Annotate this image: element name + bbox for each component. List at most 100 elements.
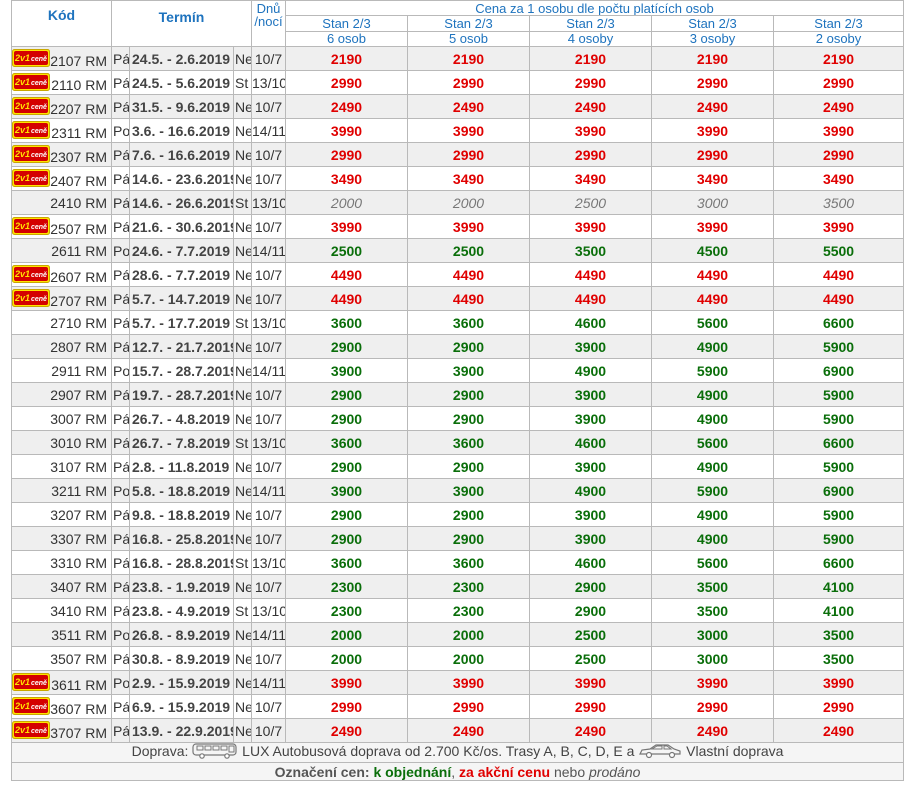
row-price-2-osoby[interactable]: 6600 [772,430,905,455]
row-price-4-osoby[interactable]: 2190 [529,46,652,71]
row-price-6-osob[interactable]: 3990 [285,214,408,239]
row-price-4-osoby[interactable]: 2900 [529,574,652,599]
row-price-6-osob[interactable]: 2300 [285,598,408,623]
row-price-3-osoby[interactable]: 4490 [651,262,774,287]
row-price-4-osoby[interactable]: 3990 [529,118,652,143]
row-price-4-osoby[interactable]: 3900 [529,502,652,527]
row-price-3-osoby[interactable]: 4900 [651,502,774,527]
row-price-2-osoby[interactable]: 2990 [772,70,905,95]
row-price-4-osoby[interactable]: 2490 [529,94,652,119]
row-price-2-osoby[interactable]: 6600 [772,310,905,335]
row-price-3-osoby[interactable]: 2990 [651,70,774,95]
row-price-2-osoby[interactable]: 2190 [772,46,905,71]
table-row[interactable]: 2v1 ceně 2507 RM Pá 21.6. - 30.6.2019 Ne 10/7 3… [11,214,905,239]
row-price-6-osob[interactable]: 3600 [285,430,408,455]
row-price-2-osoby[interactable]: 3990 [772,214,905,239]
table-row[interactable]: 3307 RM Pá 16.8. - 25.8.2019 Ne 10/7 2900 2900… [11,526,905,551]
row-price-3-osoby[interactable]: 5600 [651,310,774,335]
table-row[interactable]: 2410 RM Pá 14.6. - 26.6.2019 St 13/10 2000 200… [11,190,905,215]
row-price-6-osob[interactable]: 2000 [285,622,408,647]
row-price-5-osob[interactable]: 3900 [407,358,530,383]
table-row[interactable]: 3511 RM Po 26.8. - 8.9.2019 Ne 14/11 2000 2000… [11,622,905,647]
row-price-6-osob[interactable]: 2900 [285,406,408,431]
row-price-5-osob[interactable]: 3600 [407,550,530,575]
row-price-5-osob[interactable]: 2490 [407,718,530,743]
row-price-2-osoby[interactable]: 4100 [772,598,905,623]
row-price-3-osoby[interactable]: 4900 [651,382,774,407]
row-price-6-osob[interactable]: 2900 [285,334,408,359]
row-price-5-osob[interactable]: 2900 [407,334,530,359]
row-price-6-osob[interactable]: 4490 [285,262,408,287]
row-price-4-osoby[interactable]: 4900 [529,358,652,383]
row-price-2-osoby[interactable]: 5900 [772,382,905,407]
row-price-3-osoby[interactable]: 2490 [651,94,774,119]
row-price-3-osoby[interactable]: 4900 [651,406,774,431]
row-price-3-osoby[interactable]: 3990 [651,214,774,239]
row-price-5-osob[interactable]: 2900 [407,406,530,431]
row-price-2-osoby[interactable]: 5900 [772,406,905,431]
row-price-2-osoby[interactable]: 3490 [772,166,905,191]
row-price-5-osob[interactable]: 2000 [407,646,530,671]
table-row[interactable]: 2v1 ceně 2307 RM Pá 7.6. - 16.6.2019 Ne 10/7 29… [11,142,905,167]
row-price-5-osob[interactable]: 2500 [407,238,530,263]
row-price-4-osoby[interactable]: 3990 [529,670,652,695]
row-price-3-osoby[interactable]: 3500 [651,574,774,599]
row-price-5-osob[interactable]: 3490 [407,166,530,191]
row-price-4-osoby[interactable]: 3900 [529,406,652,431]
row-price-5-osob[interactable]: 2900 [407,382,530,407]
row-price-6-osob[interactable]: 2990 [285,694,408,719]
row-price-2-osoby[interactable]: 5500 [772,238,905,263]
table-row[interactable]: 3410 RM Pá 23.8. - 4.9.2019 St 13/10 2300 2300… [11,598,905,623]
row-price-4-osoby[interactable]: 2500 [529,646,652,671]
row-price-6-osob[interactable]: 3600 [285,310,408,335]
row-price-3-osoby[interactable]: 4900 [651,334,774,359]
row-price-5-osob[interactable]: 2300 [407,574,530,599]
table-row[interactable]: 3211 RM Po 5.8. - 18.8.2019 Ne 14/11 3900 3900… [11,478,905,503]
table-row[interactable]: 3407 RM Pá 23.8. - 1.9.2019 Ne 10/7 2300 2300 2… [11,574,905,599]
row-price-5-osob[interactable]: 3990 [407,118,530,143]
row-price-6-osob[interactable]: 3900 [285,358,408,383]
row-price-5-osob[interactable]: 4490 [407,286,530,311]
row-price-2-osoby[interactable]: 3500 [772,646,905,671]
table-row[interactable]: 3010 RM Pá 26.7. - 7.8.2019 St 13/10 3600 3600… [11,430,905,455]
row-price-2-osoby[interactable]: 5900 [772,334,905,359]
row-price-4-osoby[interactable]: 2990 [529,70,652,95]
row-price-2-osoby[interactable]: 6900 [772,478,905,503]
table-row[interactable]: 2v1 ceně 3611 RM Po 2.9. - 15.9.2019 Ne 14/11 3… [11,670,905,695]
row-price-4-osoby[interactable]: 4600 [529,430,652,455]
row-price-3-osoby[interactable]: 3500 [651,598,774,623]
row-price-2-osoby[interactable]: 6900 [772,358,905,383]
row-price-4-osoby[interactable]: 3990 [529,214,652,239]
row-price-6-osob[interactable]: 3900 [285,478,408,503]
row-price-3-osoby[interactable]: 3990 [651,670,774,695]
row-price-5-osob[interactable]: 2000 [407,622,530,647]
row-price-4-osoby[interactable]: 4490 [529,286,652,311]
row-price-4-osoby[interactable]: 2500 [529,622,652,647]
row-price-4-osoby[interactable]: 3900 [529,454,652,479]
row-price-4-osoby[interactable]: 3900 [529,382,652,407]
table-row[interactable]: 2v1 ceně 2407 RM Pá 14.6. - 23.6.2019 Ne 10/7 3… [11,166,905,191]
row-price-5-osob[interactable]: 2300 [407,598,530,623]
row-price-2-osoby[interactable]: 5900 [772,526,905,551]
row-price-6-osob[interactable]: 3490 [285,166,408,191]
row-price-6-osob[interactable]: 2900 [285,454,408,479]
row-price-4-osoby[interactable]: 2990 [529,142,652,167]
row-price-6-osob[interactable]: 2000 [285,646,408,671]
table-row[interactable]: 2807 RM Pá 12.7. - 21.7.2019 Ne 10/7 2900 2900… [11,334,905,359]
row-price-5-osob[interactable]: 3600 [407,310,530,335]
table-row[interactable]: 2v1 ceně 3607 RM Pá 6.9. - 15.9.2019 Ne 10/7 29… [11,694,905,719]
table-row[interactable]: 3507 RM Pá 30.8. - 8.9.2019 Ne 10/7 2000 2000 2… [11,646,905,671]
row-price-3-osoby[interactable]: 2990 [651,694,774,719]
row-price-4-osoby[interactable]: 2990 [529,694,652,719]
row-price-6-osob[interactable]: 3600 [285,550,408,575]
row-price-4-osoby[interactable]: 2490 [529,718,652,743]
row-price-6-osob[interactable]: 2490 [285,94,408,119]
row-price-3-osoby[interactable]: 4500 [651,238,774,263]
table-row[interactable]: 2710 RM Pá 5.7. - 17.7.2019 St 13/10 3600 3600… [11,310,905,335]
row-price-3-osoby[interactable]: 4900 [651,454,774,479]
row-price-3-osoby[interactable]: 5900 [651,358,774,383]
row-price-2-osoby[interactable]: 3500 [772,622,905,647]
row-price-3-osoby[interactable]: 2990 [651,142,774,167]
row-price-4-osoby[interactable]: 4600 [529,310,652,335]
row-price-6-osob[interactable]: 3990 [285,118,408,143]
